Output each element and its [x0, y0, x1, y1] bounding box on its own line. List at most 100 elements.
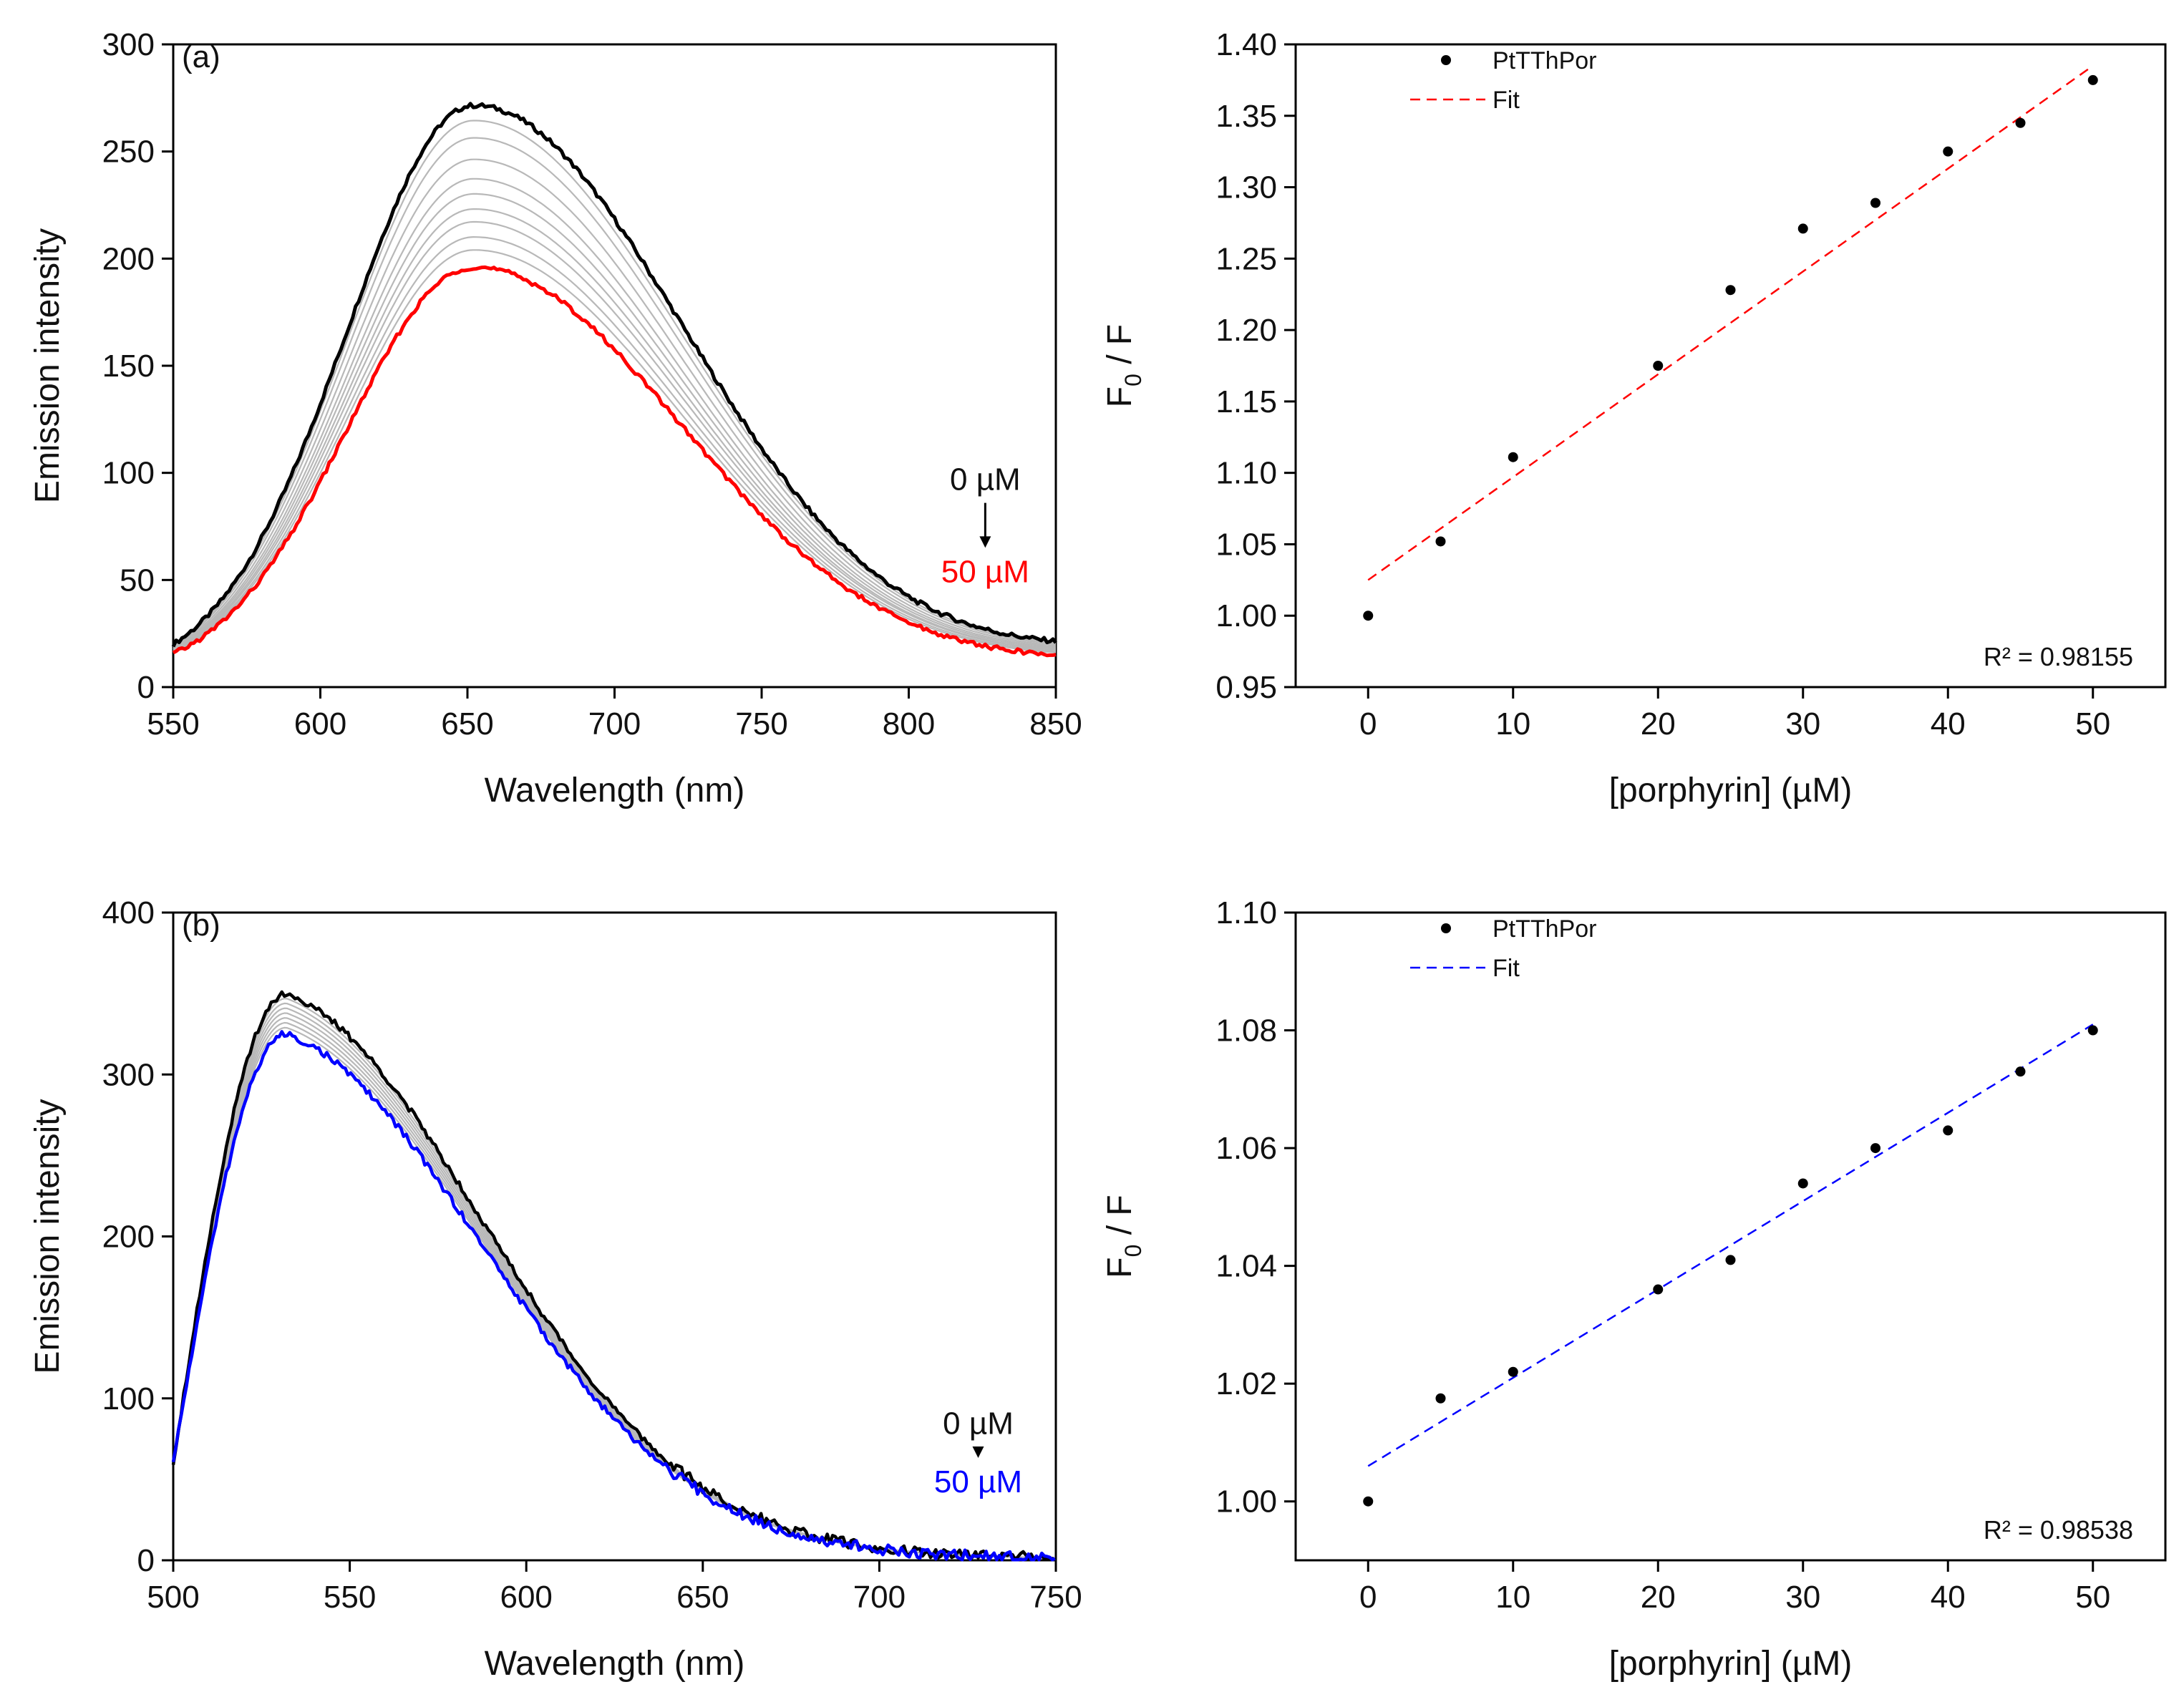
y-tick-label: 1.25 [1215, 241, 1277, 276]
spectrum-line-intermediate [173, 178, 1057, 650]
data-point [1508, 452, 1518, 462]
fit-line [1367, 1023, 2094, 1467]
x-tick-label: 650 [676, 1580, 729, 1615]
spectrum-line-0uM [171, 990, 1056, 1562]
x-tick-label: 600 [500, 1580, 552, 1615]
r-squared-label: R² = 0.98155 [1984, 642, 2133, 671]
panel-b-emission-spectra: 500 550 600 650 700 750 0 100 200 300 400 Wavelengt… [29, 895, 1082, 1683]
y-tick-label: 1.02 [1215, 1366, 1277, 1401]
x-tick-label: 20 [1641, 706, 1676, 741]
data-point [1435, 536, 1446, 547]
x-axis-title: Wavelength (nm) [485, 1645, 745, 1683]
plot-frame [1294, 911, 2167, 1562]
y-tick-label: 1.10 [1215, 456, 1277, 491]
x-tick-label: 40 [1931, 706, 1966, 741]
data-point [1653, 361, 1664, 371]
x-tick-label: 50 [2075, 1580, 2110, 1615]
data-point [2087, 74, 2098, 85]
spectrum-line-intermediate [172, 1017, 1055, 1559]
arrow-bottom-label: 50 µM [934, 1464, 1022, 1499]
y-tick-label: 50 [120, 563, 155, 598]
x-axis-title: Wavelength (nm) [485, 772, 745, 809]
spectrum-line-50uM [172, 265, 1057, 658]
x-tick-label: 750 [1029, 1580, 1082, 1615]
y-tick-label: 0 [137, 670, 155, 705]
y-tick-label: 300 [102, 27, 155, 62]
y-axis-title: F0 / F [1101, 324, 1146, 407]
y-axis-title-sub: 0 [1120, 1245, 1146, 1258]
y-tick-label: 1.00 [1215, 598, 1277, 633]
data-point [1508, 1366, 1518, 1377]
data-point [2015, 1066, 2026, 1077]
y-tick-label: 1.20 [1215, 313, 1277, 348]
y-axis-title-rest: / F [1101, 1195, 1139, 1244]
data-point [1870, 198, 1880, 208]
panel-a-emission-spectra: 550 600 650 700 750 800 850 0 50 100 150 200 250 300 W… [29, 27, 1082, 809]
arrow-top-label: 0 µM [950, 462, 1021, 497]
y-tick-label: 1.06 [1215, 1131, 1277, 1166]
y-tick-label: 400 [102, 895, 155, 930]
y-tick-label: 1.30 [1215, 170, 1277, 205]
arrow-bottom-label: 50 µM [941, 554, 1029, 589]
y-tick-label: 300 [102, 1057, 155, 1092]
quench-arrow-head [979, 536, 991, 548]
panel-b-stern-volmer-plot: 0 10 20 30 40 50 1.00 1.02 1.04 1.06 1.08 1.10 [porp… [1101, 895, 2167, 1683]
y-tick-label: 1.08 [1215, 1013, 1277, 1049]
spectrum-line-0uM [171, 102, 1057, 648]
x-tick-label: 0 [1359, 706, 1377, 741]
data-point [1725, 285, 1736, 296]
y-axis-title-sub: 0 [1120, 374, 1146, 386]
y-tick-label: 0.95 [1215, 670, 1277, 705]
spectrum-line-intermediate [173, 220, 1057, 652]
x-tick-label: 700 [588, 706, 641, 741]
x-tick-label: 0 [1359, 1580, 1377, 1615]
data-point [1943, 146, 1954, 157]
x-tick-label: 10 [1495, 1580, 1530, 1615]
plot-frame [172, 43, 1057, 689]
data-point [1435, 1393, 1446, 1404]
data-point [1363, 1496, 1374, 1507]
y-tick-label: 1.10 [1215, 895, 1277, 930]
y-axis-title-rest: / F [1101, 324, 1139, 374]
arrow-top-label: 0 µM [943, 1406, 1014, 1441]
panel-label: (a) [182, 39, 220, 74]
y-tick-label: 100 [102, 1381, 155, 1416]
x-tick-label: 30 [1785, 706, 1820, 741]
data-point [1653, 1284, 1664, 1295]
panel-a-stern-volmer-plot: 0 10 20 30 40 50 0.95 1.00 1.05 1.10 1.15 1.20 1.25 1… [1101, 27, 2167, 809]
x-tick-label: 20 [1641, 1580, 1676, 1615]
y-axis-title: F0 / F [1101, 1195, 1146, 1278]
legend-marker-points [1441, 55, 1451, 65]
x-tick-label: 10 [1495, 706, 1530, 741]
x-tick-label: 700 [853, 1580, 906, 1615]
spectrum-line-intermediate [172, 1026, 1055, 1559]
data-point [1725, 1255, 1736, 1265]
y-tick-label: 1.00 [1215, 1484, 1277, 1519]
x-tick-label: 550 [324, 1580, 376, 1615]
x-tick-label: 650 [441, 706, 493, 741]
x-tick-label: 50 [2075, 706, 2110, 741]
legend-label-fit: Fit [1493, 87, 1520, 114]
y-tick-label: 200 [102, 1220, 155, 1255]
data-point [2015, 117, 2026, 128]
spectrum-line-intermediate [172, 1021, 1055, 1559]
y-tick-label: 1.40 [1215, 27, 1277, 62]
legend-label-fit: Fit [1493, 955, 1520, 982]
legend-label-points: PtTThPor [1493, 47, 1596, 74]
legend-marker-points [1441, 923, 1451, 933]
panel-label: (b) [182, 908, 220, 943]
r-squared-label: R² = 0.98538 [1984, 1515, 2133, 1545]
data-point [1870, 1143, 1880, 1154]
data-point [1943, 1125, 1954, 1136]
y-tick-label: 100 [102, 456, 155, 491]
x-axis-title: [porphyrin] (µM) [1609, 772, 1853, 809]
y-tick-label: 200 [102, 241, 155, 276]
x-tick-label: 600 [294, 706, 346, 741]
y-axis-title-main: F [1101, 1257, 1139, 1278]
y-tick-label: 1.05 [1215, 527, 1277, 562]
spectrum-line-intermediate [172, 1012, 1055, 1559]
spectrum-line-intermediate [172, 1007, 1055, 1559]
spectrum-line-intermediate [173, 158, 1057, 648]
y-tick-label: 250 [102, 135, 155, 170]
x-tick-label: 550 [147, 706, 199, 741]
